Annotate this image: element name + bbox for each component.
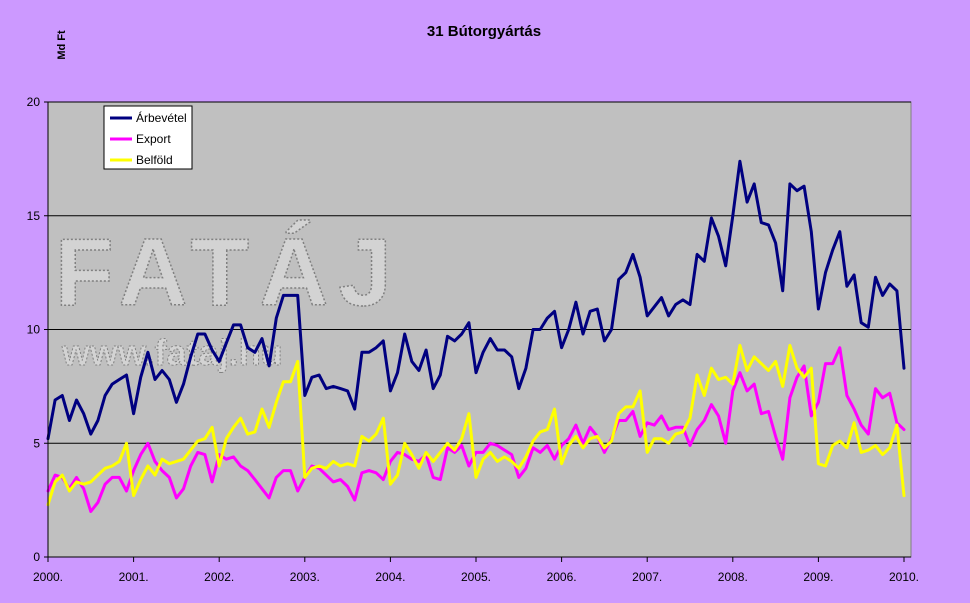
series-line-2: [46, 346, 906, 513]
x-tick-label: 2005.: [461, 570, 491, 584]
y-tick-label: 20: [27, 95, 41, 109]
x-tick-label: 2001.: [119, 570, 149, 584]
chart-title: 31 Bútorgyártás: [427, 23, 541, 40]
gridlines: [48, 101, 911, 444]
x-tick-label: 2006.: [547, 570, 577, 584]
x-tick-label: 2007.: [632, 570, 662, 584]
x-tick-label: 2000.: [33, 570, 63, 584]
watermark: FATÁJ www.fataj.hu: [54, 218, 402, 373]
legend: Árbevétel Export Belföld: [103, 105, 193, 170]
y-tick-label: 0: [33, 550, 40, 564]
y-tick-label: 5: [33, 436, 40, 450]
series-layer: [46, 159, 906, 513]
x-tick-label: 2003.: [290, 570, 320, 584]
series-line-1: [46, 159, 906, 441]
y-tick-label: 10: [27, 323, 41, 337]
y-tick-label: 15: [27, 209, 41, 223]
legend-label: Export: [136, 132, 171, 146]
x-tick-label: 2004.: [375, 570, 405, 584]
legend-label: Árbevétel: [136, 110, 187, 125]
watermark-title: FATÁJ: [55, 219, 402, 326]
x-tick-label: 2008.: [718, 570, 748, 584]
x-tick-label: 2009.: [803, 570, 833, 584]
y-axis-label: Md Ft: [56, 30, 68, 60]
watermark-url: www.fataj.hu: [61, 332, 283, 373]
series-line-3: [46, 343, 906, 507]
axis-ticks: 0 5 10 15 20 2000. 2001. 2002. 2003. 2004. 2005. 20…: [27, 95, 919, 584]
x-tick-label: 2002.: [204, 570, 234, 584]
x-tick-label: 2010.: [889, 570, 919, 584]
legend-label: Belföld: [136, 153, 173, 167]
